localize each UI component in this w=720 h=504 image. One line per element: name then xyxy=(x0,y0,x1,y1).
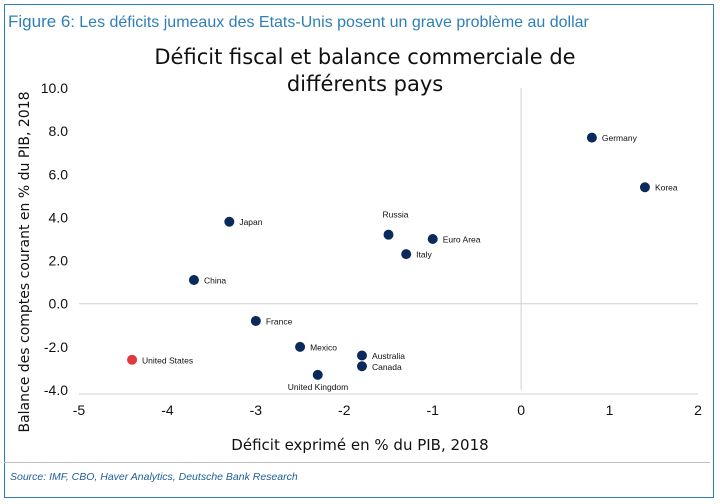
figure-caption: : Les déficits jumeaux des Etats-Unis po… xyxy=(70,14,589,31)
x-tick-label: 1 xyxy=(606,402,614,418)
data-point xyxy=(383,229,394,240)
data-point-label: Japan xyxy=(239,217,262,227)
data-point-label: Germany xyxy=(602,133,638,143)
y-tick-label: -4.0 xyxy=(44,382,68,398)
data-point xyxy=(127,354,138,365)
data-point xyxy=(188,274,199,285)
data-point xyxy=(250,315,261,326)
y-tick-label: -2.0 xyxy=(44,339,68,355)
data-point xyxy=(295,341,306,352)
data-point-label: Euro Area xyxy=(443,235,481,245)
x-tick-label: -4 xyxy=(161,402,174,418)
y-tick-label: 0.0 xyxy=(49,296,69,312)
data-point-label: France xyxy=(266,316,293,326)
y-tick-label: 8.0 xyxy=(49,123,69,139)
data-point xyxy=(356,361,367,372)
data-point-label: Russia xyxy=(383,210,409,220)
data-point-label: Australia xyxy=(372,351,405,361)
footer-divider xyxy=(4,462,710,463)
figure-frame xyxy=(4,4,714,498)
data-point xyxy=(224,216,235,227)
data-point xyxy=(312,369,323,380)
data-point-label: Canada xyxy=(372,362,402,372)
data-point-label: Italy xyxy=(416,250,432,260)
chart-title-line-1: Déficit fiscal et balance commerciale de xyxy=(154,45,576,69)
x-tick-label: -3 xyxy=(250,402,263,418)
chart-title: Déficit fiscal et balance commerciale de… xyxy=(150,44,580,98)
y-tick-label: 4.0 xyxy=(49,209,69,225)
data-point-label: United Kingdom xyxy=(288,382,348,392)
x-axis-title: Déficit exprimé en % du PIB, 2018 xyxy=(231,436,488,454)
data-point-label: United States xyxy=(142,355,193,365)
data-point-label: Mexico xyxy=(310,342,337,352)
y-tick-label: 6.0 xyxy=(49,166,69,182)
x-tick-label: 0 xyxy=(517,402,525,418)
x-tick-label: -1 xyxy=(426,402,439,418)
y-tick-label: 2.0 xyxy=(49,253,69,269)
x-tick-label: -2 xyxy=(338,402,351,418)
figure-label: Figure 6 xyxy=(8,12,71,31)
data-point xyxy=(639,182,650,193)
x-tick-label: -5 xyxy=(73,402,86,418)
data-point xyxy=(586,132,597,143)
data-point xyxy=(356,350,367,361)
data-point-label: Korea xyxy=(655,183,678,193)
data-point xyxy=(401,249,412,260)
x-tick-label: 2 xyxy=(694,402,702,418)
data-point xyxy=(427,234,438,244)
y-axis-title: Balance des comptes courant en % du PIB,… xyxy=(17,91,33,432)
source-note: Source: IMF, CBO, Haver Analytics, Deuts… xyxy=(10,471,298,483)
chart-title-line-2: différents pays xyxy=(286,72,444,96)
figure-header: Figure 6: Les déficits jumeaux des Etats… xyxy=(8,12,708,32)
data-point-label: China xyxy=(204,275,226,285)
y-tick-label: 10.0 xyxy=(41,80,68,96)
